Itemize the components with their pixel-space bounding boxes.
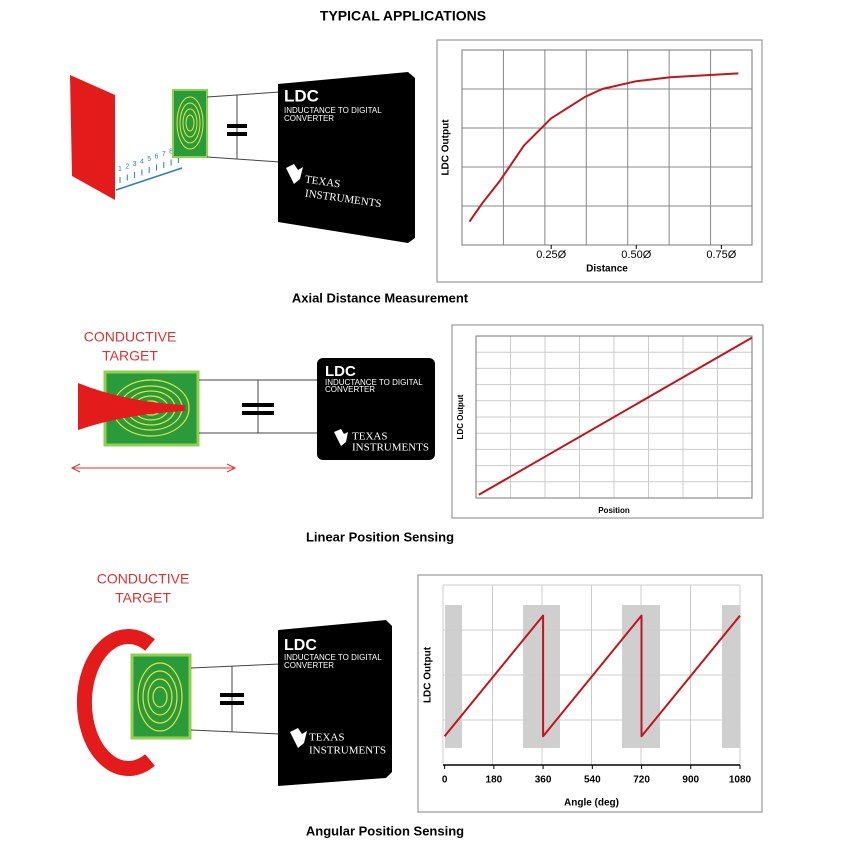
x-axis-label: Angle (deg) xyxy=(564,798,619,809)
angular-illustration: CONDUCTIVE TARGET LDC INDUCTANCE TO DIGI… xyxy=(76,571,392,786)
coil xyxy=(130,653,192,740)
chart-frame xyxy=(436,39,763,283)
caption: Axial Distance Measurement xyxy=(292,290,469,305)
capacitor xyxy=(242,403,274,407)
plot-border xyxy=(461,49,753,246)
ruler-labels: 123456789 xyxy=(118,146,180,183)
brand: TEXAS xyxy=(309,732,344,744)
x-tick-label: 0 xyxy=(442,775,448,786)
ruler-label: 4 xyxy=(140,158,144,165)
target-horn xyxy=(78,383,185,430)
chip-subtitle: CONVERTER xyxy=(284,114,334,123)
brand: TEXAS xyxy=(352,431,387,443)
ruler-label: 2 xyxy=(125,163,129,170)
data-line xyxy=(478,336,753,496)
target-label: TARGET xyxy=(115,590,171,606)
ti-logo xyxy=(290,728,307,748)
dead-zone xyxy=(445,605,462,748)
target-ring xyxy=(76,629,155,776)
x-axis-label: Position xyxy=(598,506,630,515)
ruler-label: 8 xyxy=(169,148,173,155)
capacitor xyxy=(242,411,274,415)
target-plate xyxy=(70,75,115,200)
brand: TEXAS xyxy=(304,174,341,191)
x-tick-label: 540 xyxy=(584,775,601,786)
chip-title: LDC xyxy=(284,86,319,105)
target-label: CONDUCTIVE xyxy=(97,571,190,587)
chip-subtitle: INDUCTANCE TO DIGITAL xyxy=(284,106,382,115)
chip-subtitle: INDUCTANCE TO DIGITAL xyxy=(325,378,423,387)
ruler-label: 1 xyxy=(118,166,122,173)
x-tick-label: 180 xyxy=(486,775,503,786)
coil-windings xyxy=(137,662,183,732)
motion-arrow xyxy=(70,463,237,473)
ruler-label: 6 xyxy=(155,153,159,160)
wires xyxy=(190,663,281,735)
x-axis-label: Distance xyxy=(586,264,628,275)
capacitor xyxy=(220,693,244,697)
page-title: TYPICAL APPLICATIONS xyxy=(320,8,486,24)
chart-frame xyxy=(417,574,763,813)
data-line xyxy=(443,614,741,738)
x-tick-label: 900 xyxy=(682,775,699,786)
chip-subtitle: INDUCTANCE TO DIGITAL xyxy=(284,653,382,662)
chip-subtitle: CONVERTER xyxy=(325,385,375,394)
ti-logo xyxy=(334,429,348,446)
capacitor xyxy=(227,132,247,136)
brand: INSTRUMENTS xyxy=(352,442,429,454)
ldc-chip xyxy=(278,72,415,243)
ruler-label: 3 xyxy=(133,161,137,168)
target-label: TARGET xyxy=(102,348,158,364)
ruler xyxy=(115,167,183,191)
ruler-label: 5 xyxy=(147,156,151,163)
x-tick-label: 0.75Ø xyxy=(706,249,736,261)
y-axis-label: LDC Output xyxy=(423,646,434,703)
ldc-chip xyxy=(278,620,392,786)
caption: Angular Position Sensing xyxy=(306,823,464,838)
axial-illustration: 123456789 LDC INDUCTANCE TO DIGITAL CONV… xyxy=(70,72,415,243)
plot-border xyxy=(475,335,753,499)
x-tick-label: 0.25Ø xyxy=(536,249,566,261)
x-tick-label: 360 xyxy=(535,775,552,786)
coil xyxy=(172,89,208,158)
capacitor xyxy=(220,701,244,705)
ti-logo xyxy=(286,164,303,184)
target-label: CONDUCTIVE xyxy=(84,329,177,345)
x-tick-label: 720 xyxy=(633,775,650,786)
chip-title: LDC xyxy=(284,637,317,654)
capacitor xyxy=(227,124,247,128)
data-line xyxy=(468,72,739,223)
ruler-label: 7 xyxy=(162,151,166,158)
chip-title: LDC xyxy=(325,363,356,380)
y-axis-label: LDC Output xyxy=(456,394,465,439)
brand: INSTRUMENTS xyxy=(309,745,386,757)
linear-illustration: CONDUCTIVE TARGET LDC INDUCTANCE TO DIGI… xyxy=(70,329,435,473)
x-tick-label: 0.50Ø xyxy=(621,249,651,261)
caption: Linear Position Sensing xyxy=(306,529,454,544)
coil-windings xyxy=(176,96,204,150)
x-tick-label: 1080 xyxy=(729,775,752,786)
dead-zone xyxy=(722,605,740,748)
y-axis-label: LDC Output xyxy=(441,119,452,176)
chip-subtitle: CONVERTER xyxy=(284,661,334,670)
